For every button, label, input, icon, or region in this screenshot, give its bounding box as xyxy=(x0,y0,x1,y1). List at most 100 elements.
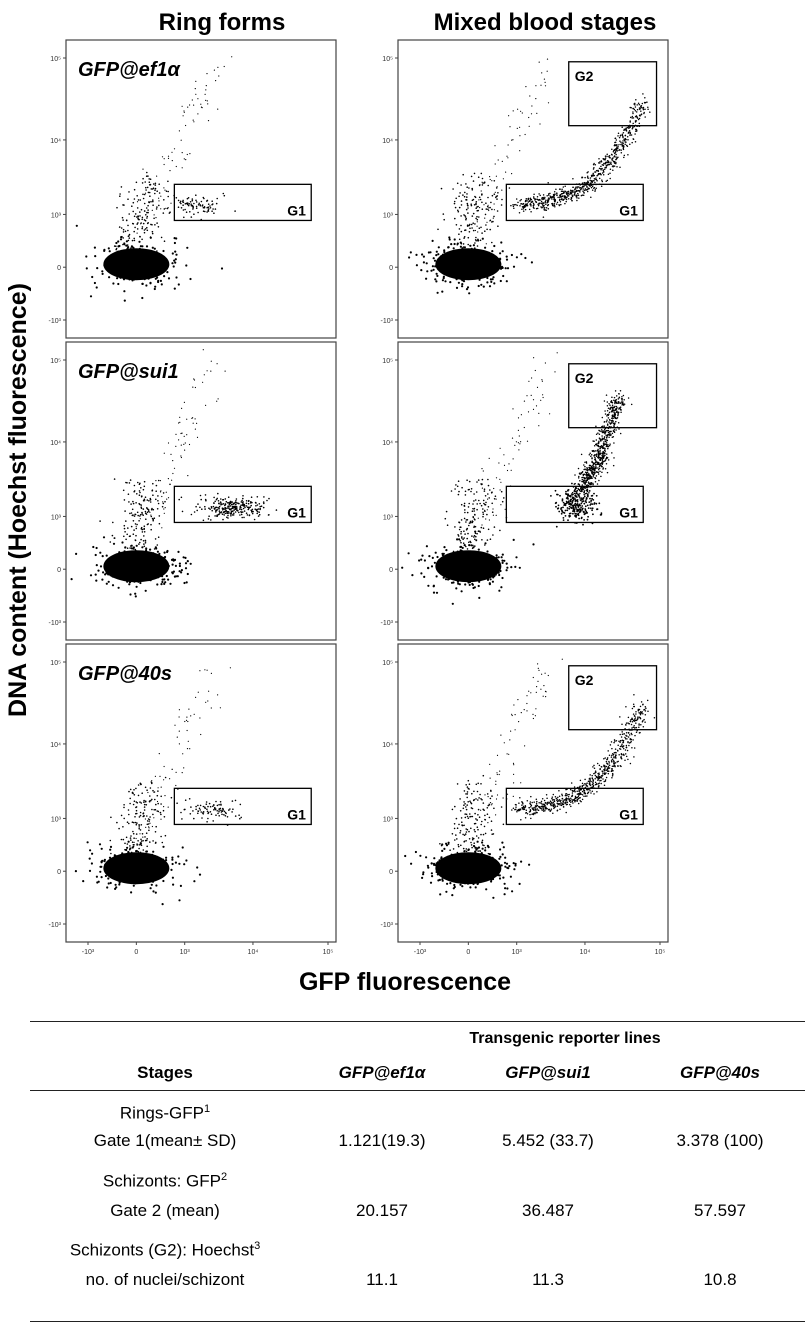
scatter-point xyxy=(216,497,218,500)
scatter-point xyxy=(631,117,633,119)
scatter-point xyxy=(192,119,194,121)
scatter-point xyxy=(161,903,164,906)
scatter-point xyxy=(454,526,456,528)
scatter-point xyxy=(574,191,576,193)
scatter-point xyxy=(257,515,260,517)
scatter-point xyxy=(133,837,135,839)
scatter-point xyxy=(465,808,468,811)
scatter-point xyxy=(536,112,538,114)
scatter-point xyxy=(519,200,521,202)
scatter-point xyxy=(599,452,602,454)
scatter-point xyxy=(479,184,481,186)
scatter-point xyxy=(451,894,454,897)
scatter-point xyxy=(500,490,503,493)
scatter-point xyxy=(483,204,485,206)
scatter-point xyxy=(475,217,477,220)
scatter-point xyxy=(459,810,462,812)
scatter-point xyxy=(126,843,129,845)
scatter-point xyxy=(570,493,573,495)
scatter-point xyxy=(475,783,478,786)
scatter-point xyxy=(442,277,445,280)
scatter-point xyxy=(510,890,514,893)
scatter-point xyxy=(568,502,571,505)
scatter-point xyxy=(619,389,622,392)
y-tick-label: 10⁵ xyxy=(382,660,393,667)
scatter-point xyxy=(135,787,137,790)
scatter-point xyxy=(161,527,163,529)
scatter-point xyxy=(570,192,572,195)
scatter-point xyxy=(148,827,150,829)
scatter-point xyxy=(611,148,613,151)
scatter-point xyxy=(453,883,456,887)
scatter-point xyxy=(154,831,157,833)
scatter-point xyxy=(458,583,461,586)
scatter-point xyxy=(150,781,152,783)
scatter-point xyxy=(477,530,480,532)
scatter-point xyxy=(200,811,202,813)
scatter-point xyxy=(639,108,641,111)
scatter-point xyxy=(567,489,570,491)
scatter-point xyxy=(163,452,165,454)
scatter-point xyxy=(506,566,509,569)
scatter-point xyxy=(571,491,574,494)
scatter-point xyxy=(520,198,522,201)
scatter-point xyxy=(152,890,155,893)
scatter-point xyxy=(151,188,154,190)
scatter-point xyxy=(195,207,198,209)
scatter-point xyxy=(519,126,521,128)
scatter-point xyxy=(630,107,632,109)
scatter-point xyxy=(444,517,447,520)
scatter-point xyxy=(150,514,152,516)
scatter-point xyxy=(201,205,204,207)
scatter-point xyxy=(165,491,167,493)
scatter-point xyxy=(595,433,598,436)
scatter-point xyxy=(571,199,573,202)
scatter-point xyxy=(488,207,490,209)
scatter-point xyxy=(204,93,206,95)
scatter-point xyxy=(489,176,491,178)
scatter-point xyxy=(471,535,473,537)
scatter-point xyxy=(153,214,155,216)
scatter-point xyxy=(197,691,199,693)
scatter-point xyxy=(583,495,586,498)
scatter-point xyxy=(527,201,530,203)
scatter-point xyxy=(251,501,253,504)
scatter-point xyxy=(185,211,188,213)
scatter-point xyxy=(470,204,473,207)
scatter-point xyxy=(474,223,476,225)
scatter-point xyxy=(632,107,634,110)
scatter-point xyxy=(634,104,636,106)
scatter-point xyxy=(455,286,459,289)
scatter-point xyxy=(474,195,476,198)
scatter-point xyxy=(467,787,470,790)
scatter-point xyxy=(202,210,205,212)
scatter-point xyxy=(584,482,586,485)
scatter-point xyxy=(143,525,146,527)
scatter-point xyxy=(125,240,128,243)
scatter-point xyxy=(607,434,609,436)
scatter-point xyxy=(590,467,593,470)
scatter-point xyxy=(217,694,219,696)
scatter-point xyxy=(224,512,227,515)
scatter-point xyxy=(541,72,543,74)
scatter-point xyxy=(154,546,157,549)
scatter-point xyxy=(181,510,184,513)
scatter-point xyxy=(522,210,525,212)
scatter-point xyxy=(472,198,475,201)
scatter-point xyxy=(224,498,227,500)
scatter-point xyxy=(576,197,578,199)
scatter-point xyxy=(143,815,145,817)
scatter-point xyxy=(470,841,472,844)
scatter-point xyxy=(465,217,468,220)
scatter-point xyxy=(486,793,489,795)
scatter-point xyxy=(599,470,601,473)
scatter-point xyxy=(116,277,119,280)
scatter-point xyxy=(622,136,624,139)
scatter-point xyxy=(165,859,168,862)
scatter-point xyxy=(154,798,156,801)
scatter-point xyxy=(608,411,611,414)
y-tick-label: 10³ xyxy=(51,212,62,219)
scatter-point xyxy=(220,803,222,806)
scatter-point xyxy=(577,189,580,192)
scatter-point xyxy=(584,500,587,502)
